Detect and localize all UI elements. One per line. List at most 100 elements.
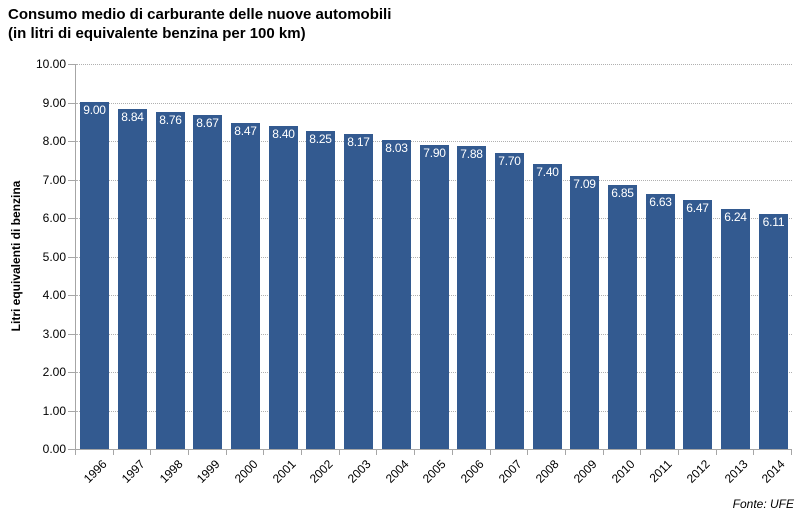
- chart-title: Consumo medio di carburante delle nuove …: [8, 5, 391, 43]
- y-axis-tick: [68, 218, 75, 219]
- x-axis-tick: [565, 450, 566, 455]
- x-axis-tick: [414, 450, 415, 455]
- y-axis-tick: [68, 449, 75, 450]
- x-axis-category-label: 2011: [646, 457, 676, 486]
- bar: 6.63: [646, 194, 675, 449]
- y-axis-tick: [68, 411, 75, 412]
- bar-value-label: 7.90: [423, 146, 446, 160]
- bar-value-label: 9.00: [83, 103, 106, 117]
- x-axis-tick: [376, 450, 377, 455]
- x-axis-tick: [716, 450, 717, 455]
- y-axis-tick-label: 7.00: [42, 173, 66, 187]
- y-axis-tick-label: 3.00: [42, 327, 66, 341]
- bar: 6.24: [721, 209, 750, 449]
- gridline: [76, 64, 792, 65]
- bar-value-label: 8.76: [159, 113, 182, 127]
- bar-value-label: 8.03: [385, 141, 408, 155]
- chart-title-line2: (in litri di equivalente benzina per 100…: [8, 25, 306, 42]
- bar-value-label: 8.17: [347, 135, 370, 149]
- x-axis-category-label: 1999: [194, 457, 223, 486]
- x-axis-tick: [113, 450, 114, 455]
- x-axis-tick: [640, 450, 641, 455]
- bar: 7.40: [533, 164, 562, 449]
- x-axis-tick: [188, 450, 189, 455]
- bar: 7.70: [495, 153, 524, 449]
- y-axis-tick-label: 10.00: [35, 57, 66, 71]
- bar: 8.76: [156, 112, 185, 449]
- bar: 8.67: [193, 115, 222, 449]
- bar-value-label: 8.25: [309, 132, 332, 146]
- bar-value-label: 6.11: [762, 215, 785, 229]
- x-axis-category-label: 2009: [570, 457, 600, 486]
- x-axis-tick: [75, 450, 76, 455]
- y-axis-tick: [68, 372, 75, 373]
- x-axis-tick: [150, 450, 151, 455]
- x-axis-category-label: 1998: [156, 457, 186, 486]
- bar: 8.25: [306, 131, 335, 449]
- y-axis-tick-label: 8.00: [42, 134, 66, 148]
- chart-title-line1: Consumo medio di carburante delle nuove …: [8, 6, 392, 23]
- y-axis-tick: [68, 103, 75, 104]
- bar-value-label: 8.67: [196, 116, 219, 130]
- x-axis-category-label: 1996: [80, 457, 110, 486]
- bar-value-label: 7.09: [573, 177, 596, 191]
- bar: 9.00: [80, 102, 109, 449]
- gridline: [76, 141, 792, 142]
- x-axis-tick: [678, 450, 679, 455]
- bar: 8.47: [231, 123, 260, 449]
- bar-value-label: 7.40: [536, 165, 559, 179]
- x-axis-category-label: 2010: [608, 457, 638, 486]
- y-axis-tick-label: 1.00: [42, 404, 66, 418]
- x-axis-tick: [603, 450, 604, 455]
- bar-value-label: 8.47: [234, 124, 257, 138]
- x-axis-tick: [753, 450, 754, 455]
- y-axis-tick-label: 0.00: [42, 442, 66, 456]
- x-axis-category-label: 2006: [457, 457, 487, 486]
- y-axis-tick-label: 6.00: [42, 211, 66, 225]
- y-axis-tick: [68, 180, 75, 181]
- bar: 7.90: [420, 145, 449, 449]
- y-axis-tick: [68, 334, 75, 335]
- x-axis-tick: [791, 450, 792, 455]
- bar: 8.17: [344, 134, 373, 449]
- x-axis-category-label: 2005: [420, 457, 449, 486]
- y-axis-tick-label: 2.00: [42, 365, 66, 379]
- bar: 8.03: [382, 140, 411, 449]
- gridline: [76, 103, 792, 104]
- bar: 6.11: [759, 214, 788, 449]
- bar-value-label: 8.84: [121, 110, 144, 124]
- bar-value-label: 6.24: [724, 210, 747, 224]
- x-axis-tick: [452, 450, 453, 455]
- x-axis-tick: [527, 450, 528, 455]
- x-axis-tick: [263, 450, 264, 455]
- x-axis-category-label: 2008: [533, 457, 562, 486]
- y-axis-tick: [68, 257, 75, 258]
- x-axis-category-label: 2013: [721, 457, 751, 486]
- bar-value-label: 7.70: [498, 154, 521, 168]
- bar-value-label: 7.88: [460, 147, 483, 161]
- bar: 6.85: [608, 185, 637, 449]
- y-axis-tick-label: 9.00: [42, 96, 66, 110]
- source-note: Fonte: UFE: [732, 497, 794, 511]
- y-axis-tick-label: 4.00: [42, 288, 66, 302]
- y-axis-tick: [68, 295, 75, 296]
- x-axis-category-label: 1997: [118, 457, 148, 486]
- y-axis-tick-label: 5.00: [42, 250, 66, 264]
- y-axis-tick: [68, 64, 75, 65]
- bar-value-label: 6.63: [649, 195, 672, 209]
- x-axis-category-label: 2012: [683, 457, 713, 486]
- x-axis-category-label: 2004: [382, 457, 412, 486]
- x-axis-category-label: 2001: [269, 457, 299, 486]
- bar-value-label: 6.85: [611, 186, 634, 200]
- bar: 7.88: [457, 146, 486, 449]
- x-axis-tick: [301, 450, 302, 455]
- x-axis-category-label: 2014: [759, 457, 789, 486]
- x-axis-category-label: 2002: [307, 457, 336, 486]
- bar: 7.09: [570, 176, 599, 449]
- x-axis-category-label: 2003: [344, 457, 374, 486]
- x-axis-tick: [226, 450, 227, 455]
- bar: 8.84: [118, 109, 147, 449]
- y-axis-tick: [68, 141, 75, 142]
- bar-value-label: 6.47: [686, 201, 709, 215]
